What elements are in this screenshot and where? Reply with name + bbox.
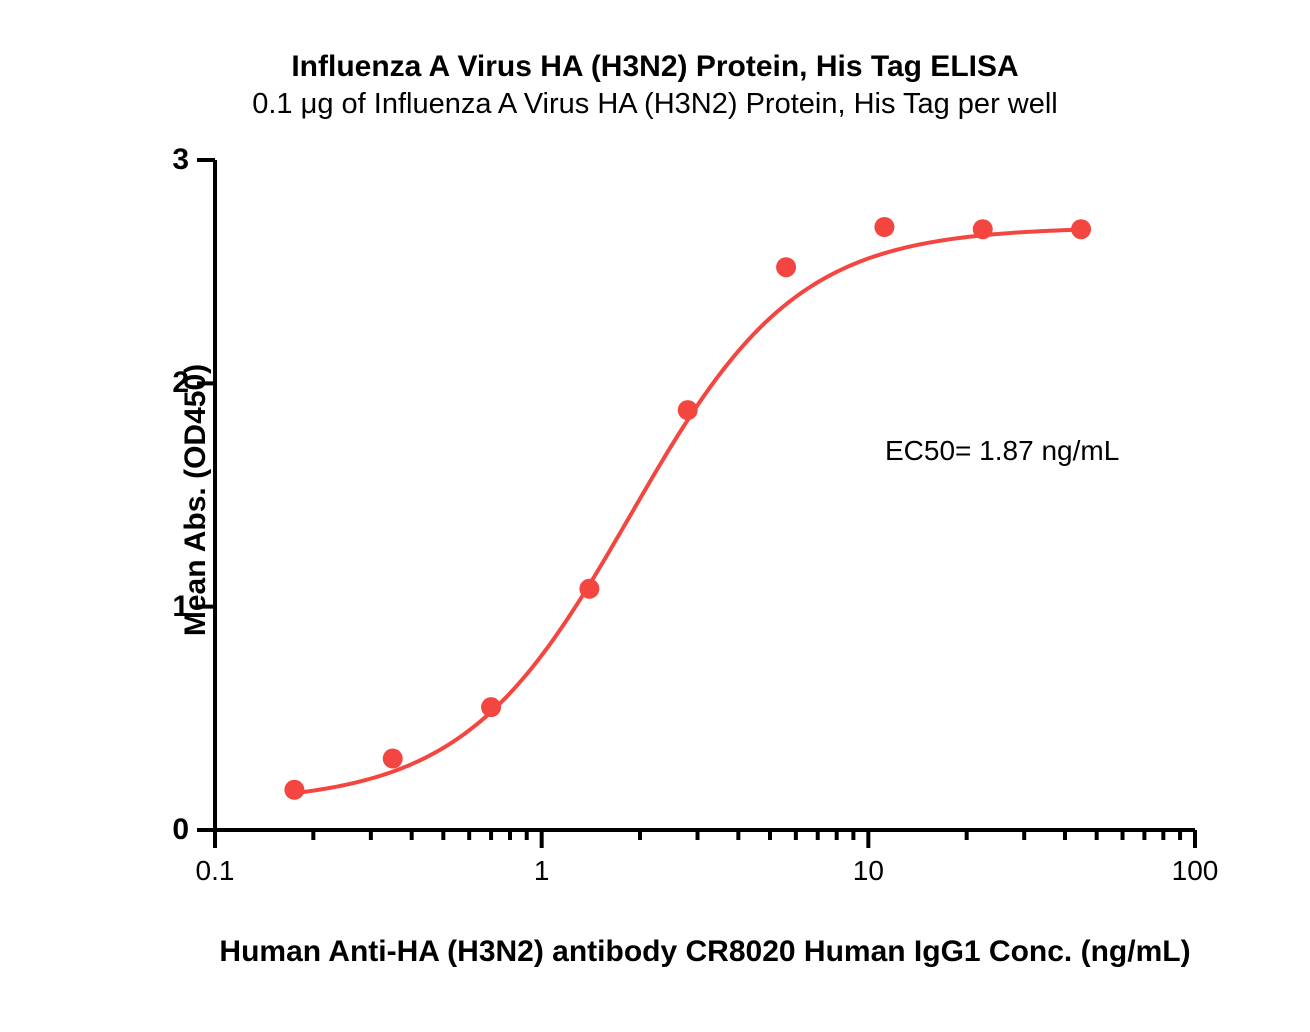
- chart-title-main: Influenza A Virus HA (H3N2) Protein, His…: [0, 50, 1310, 84]
- ec50-annotation: EC50= 1.87 ng/mL: [885, 435, 1119, 467]
- data-point: [1071, 219, 1091, 239]
- data-point: [973, 219, 993, 239]
- ytick-label: 2: [139, 366, 189, 400]
- fit-curve: [294, 229, 1084, 793]
- titles-block: Influenza A Virus HA (H3N2) Protein, His…: [0, 50, 1310, 121]
- x-axis-label: Human Anti-HA (H3N2) antibody CR8020 Hum…: [215, 935, 1195, 969]
- data-point: [481, 697, 501, 717]
- xtick-label: 1: [534, 855, 550, 887]
- data-point: [874, 217, 894, 237]
- ytick-label: 1: [139, 590, 189, 624]
- ytick-label: 0: [139, 813, 189, 847]
- data-point: [579, 579, 599, 599]
- xtick-label: 0.1: [196, 855, 235, 887]
- data-point: [284, 780, 304, 800]
- data-point: [383, 749, 403, 769]
- xtick-label: 10: [853, 855, 884, 887]
- chart-wrapper: Influenza A Virus HA (H3N2) Protein, His…: [0, 0, 1310, 1032]
- data-point: [678, 400, 698, 420]
- chart-title-sub: 0.1 μg of Influenza A Virus HA (H3N2) Pr…: [0, 88, 1310, 121]
- plot-svg: [175, 150, 1215, 870]
- data-point: [776, 257, 796, 277]
- ytick-label: 3: [139, 143, 189, 177]
- xtick-label: 100: [1172, 855, 1219, 887]
